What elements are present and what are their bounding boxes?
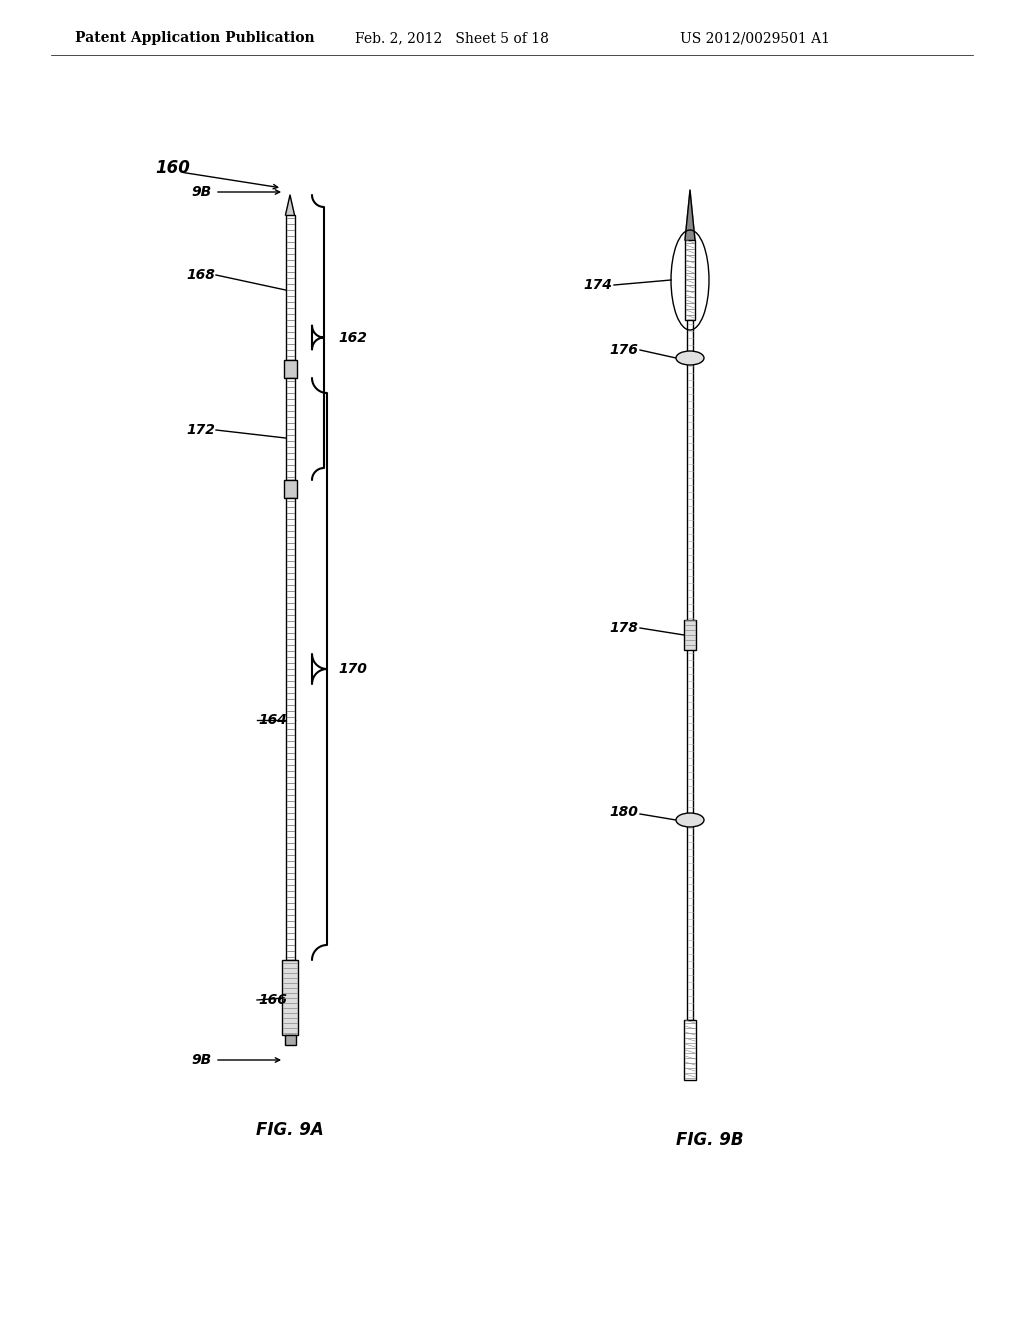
Bar bbox=[684, 1020, 696, 1080]
Text: 170: 170 bbox=[338, 663, 367, 676]
Text: 9B: 9B bbox=[191, 1053, 212, 1067]
Bar bbox=[282, 960, 298, 1035]
Text: Patent Application Publication: Patent Application Publication bbox=[75, 30, 314, 45]
Text: 166: 166 bbox=[258, 993, 287, 1007]
Bar bbox=[286, 378, 295, 480]
Text: 162: 162 bbox=[338, 330, 367, 345]
Text: FIG. 9A: FIG. 9A bbox=[256, 1121, 324, 1139]
Text: 172: 172 bbox=[186, 422, 215, 437]
Polygon shape bbox=[685, 190, 695, 240]
Ellipse shape bbox=[676, 813, 705, 828]
Text: 174: 174 bbox=[583, 279, 612, 292]
Text: 160: 160 bbox=[155, 158, 189, 177]
Bar bbox=[286, 215, 295, 360]
Text: 180: 180 bbox=[609, 805, 638, 818]
Text: 168: 168 bbox=[186, 268, 215, 282]
Bar bbox=[285, 1035, 296, 1045]
Text: 178: 178 bbox=[609, 620, 638, 635]
Text: 176: 176 bbox=[609, 343, 638, 356]
Bar bbox=[284, 360, 297, 378]
Text: FIG. 9B: FIG. 9B bbox=[676, 1131, 743, 1148]
Bar bbox=[284, 480, 297, 498]
Polygon shape bbox=[286, 195, 295, 215]
Text: Feb. 2, 2012   Sheet 5 of 18: Feb. 2, 2012 Sheet 5 of 18 bbox=[355, 30, 549, 45]
Bar bbox=[687, 319, 693, 1020]
Bar bbox=[685, 240, 695, 319]
Text: 9B: 9B bbox=[191, 185, 212, 199]
Bar bbox=[286, 498, 295, 960]
Text: 164: 164 bbox=[258, 713, 287, 727]
Text: US 2012/0029501 A1: US 2012/0029501 A1 bbox=[680, 30, 830, 45]
Bar bbox=[684, 620, 696, 649]
Ellipse shape bbox=[676, 351, 705, 366]
